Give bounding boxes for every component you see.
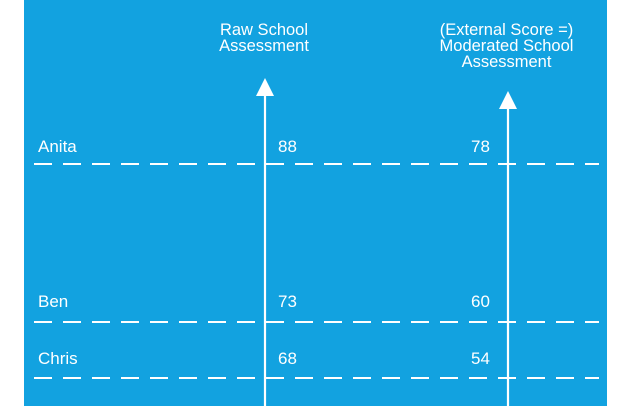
moderated-score-anita: 78 [471,137,490,156]
raw-score-ben: 73 [278,292,297,311]
background-panel [24,0,607,406]
raw-score-chris: 68 [278,349,297,368]
student-name-ben: Ben [38,292,69,311]
arrowhead-icon [499,91,517,109]
heading-line: Assessment [219,37,309,55]
arrowhead-icon [256,78,274,96]
raw-assessment-heading: Raw School Assessment [204,21,324,55]
raw-score-anita: 88 [278,137,297,156]
moderated-score-chris: 54 [471,349,490,368]
scaling-diagram: Raw School Assessment (External Score =)… [24,0,607,406]
heading-line: Assessment [461,53,552,71]
heading-line: (External Score =) [439,21,574,39]
heading-line: Raw School [219,21,309,39]
diagram-graphics [24,0,607,406]
moderated-score-ben: 60 [471,292,490,311]
student-name-anita: Anita [38,137,77,156]
moderated-assessment-heading: (External Score =) Moderated School Asse… [424,21,589,71]
student-name-chris: Chris [38,349,78,368]
heading-line: Moderated School [439,37,574,55]
